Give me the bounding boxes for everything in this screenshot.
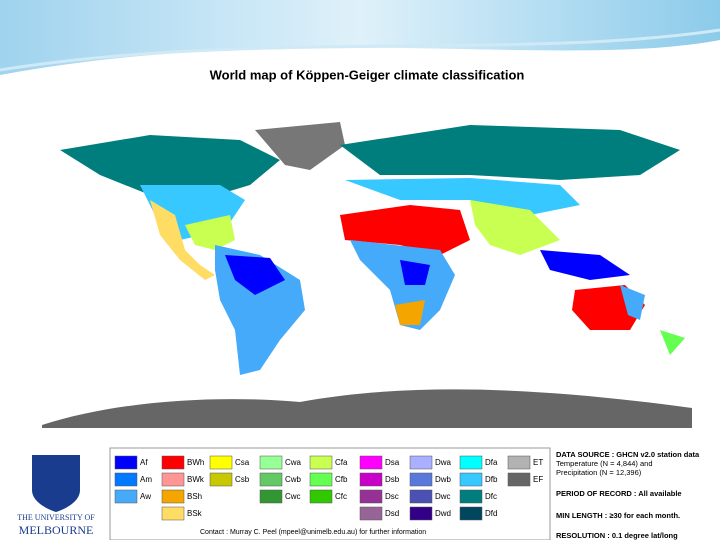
legend-code: Dwa: [435, 458, 452, 467]
header-swoosh: [0, 0, 720, 75]
legend-code: Dfc: [485, 492, 497, 501]
legend-code: Dwb: [435, 475, 452, 484]
legend-contact: Contact : Murray C. Peel (mpeel@unimelb.…: [200, 529, 426, 536]
legend-code: BSk: [187, 509, 203, 518]
legend-code: Dsc: [385, 492, 399, 501]
legend-swatch: [459, 489, 483, 504]
south-africa: [395, 300, 425, 325]
legend-code: Cwa: [285, 458, 302, 467]
indonesia: [540, 250, 630, 280]
congo: [400, 260, 430, 285]
legend-swatch: [209, 455, 233, 470]
legend-code: Cwb: [285, 475, 302, 484]
legend-swatch: [359, 455, 383, 470]
legend-code: Csb: [235, 475, 250, 484]
legend-swatch: [114, 472, 138, 487]
asia-south: [470, 200, 560, 255]
legend-swatch: [309, 489, 333, 504]
legend-swatch: [359, 489, 383, 504]
central-africa: [350, 240, 455, 330]
legend-code: BSh: [187, 492, 202, 501]
north-canada: [60, 135, 280, 200]
legend-swatch: [259, 489, 283, 504]
legend-swatch: [259, 455, 283, 470]
australia-east: [620, 285, 645, 320]
legend-swatch: [161, 472, 185, 487]
legend-swatch: [409, 455, 433, 470]
info-line: MIN LENGTH : ≥30 for each month.: [556, 511, 680, 520]
university-line1: THE UNIVERSITY OF: [17, 513, 95, 522]
legend-swatch: [459, 472, 483, 487]
legend-code: Dwd: [435, 509, 451, 518]
legend-swatch: [459, 455, 483, 470]
west-us: [150, 200, 215, 280]
siberia: [340, 125, 680, 180]
world-map: [42, 118, 692, 428]
crest: [32, 455, 80, 512]
legend-code: Dfd: [485, 509, 497, 518]
legend-code: Cfc: [335, 492, 347, 501]
legend-swatch: [161, 455, 185, 470]
legend: Af Am Aw BWh BWk BSh BSk Csa Csb Cwa Cwb Cwc Cfa Cfb C…: [114, 455, 543, 521]
east-us: [185, 215, 235, 250]
legend-swatch: [114, 455, 138, 470]
info-line: Precipitation (N = 12,396): [556, 468, 642, 477]
info-panel: DATA SOURCE : GHCN v2.0 station dataTemp…: [556, 450, 700, 540]
legend-code: Cfa: [335, 458, 348, 467]
new-zealand: [660, 330, 685, 355]
legend-swatch: [409, 506, 433, 521]
amazon: [225, 255, 285, 295]
legend-swatch: [259, 472, 283, 487]
legend-swatch: [161, 506, 185, 521]
legend-code: EF: [533, 475, 543, 484]
swoosh-line: [0, 28, 720, 72]
university-logo: THE UNIVERSITY OF MELBOURNE: [17, 455, 95, 537]
legend-code: Af: [140, 458, 148, 467]
info-line: RESOLUTION : 0.1 degree lat/long: [556, 531, 678, 540]
legend-code: Dfa: [485, 458, 498, 467]
legend-code: Dsb: [385, 475, 400, 484]
legend-swatch: [309, 455, 333, 470]
legend-swatch: [409, 489, 433, 504]
legend-swatch: [114, 489, 138, 504]
greenland: [255, 122, 345, 170]
legend-swatch: [507, 472, 531, 487]
university-line2: MELBOURNE: [19, 523, 94, 537]
map-title: World map of Köppen-Geiger climate class…: [210, 67, 525, 82]
legend-code: Cwc: [285, 492, 301, 501]
legend-swatch: [459, 506, 483, 521]
legend-swatch: [309, 472, 333, 487]
legend-swatch: [359, 472, 383, 487]
legend-swatch: [409, 472, 433, 487]
legend-swatch: [359, 506, 383, 521]
legend-code: Csa: [235, 458, 250, 467]
legend-code: Cfb: [335, 475, 348, 484]
legend-code: Am: [140, 475, 152, 484]
legend-code: Dfb: [485, 475, 498, 484]
legend-swatch: [161, 489, 185, 504]
info-line: Temperature (N = 4,844) and: [556, 459, 653, 468]
eurasia-mid: [345, 178, 580, 215]
info-line: DATA SOURCE : GHCN v2.0 station data: [556, 450, 700, 459]
info-line: PERIOD OF RECORD : All available: [556, 489, 682, 498]
antarctica: [42, 389, 692, 428]
legend-code: BWk: [187, 475, 205, 484]
legend-swatch: [507, 455, 531, 470]
legend-code: Dsd: [385, 509, 399, 518]
legend-code: BWh: [187, 458, 204, 467]
legend-code: Dsa: [385, 458, 400, 467]
legend-code: ET: [533, 458, 543, 467]
legend-swatch: [209, 472, 233, 487]
legend-code: Aw: [140, 492, 151, 501]
legend-code: Dwc: [435, 492, 451, 501]
